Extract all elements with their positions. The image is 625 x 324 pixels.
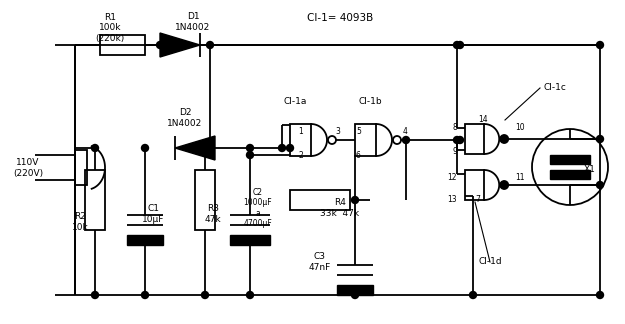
Circle shape bbox=[596, 181, 604, 189]
Circle shape bbox=[206, 145, 214, 152]
Text: CI-1= 4093B: CI-1= 4093B bbox=[307, 13, 373, 23]
Circle shape bbox=[206, 41, 214, 49]
Circle shape bbox=[141, 145, 149, 152]
Circle shape bbox=[402, 136, 409, 144]
Circle shape bbox=[454, 41, 461, 49]
Circle shape bbox=[596, 41, 604, 49]
Text: CI-1c: CI-1c bbox=[544, 84, 566, 92]
Text: 2: 2 bbox=[298, 151, 303, 159]
Text: 8: 8 bbox=[452, 123, 457, 133]
Polygon shape bbox=[160, 33, 200, 57]
Circle shape bbox=[246, 292, 254, 298]
Circle shape bbox=[501, 135, 508, 143]
Text: R4
33k  47k: R4 33k 47k bbox=[321, 198, 359, 218]
Polygon shape bbox=[127, 235, 163, 245]
Circle shape bbox=[596, 292, 604, 298]
Text: 1: 1 bbox=[298, 126, 303, 135]
Polygon shape bbox=[175, 136, 215, 160]
Text: D2
1N4002: D2 1N4002 bbox=[168, 108, 202, 128]
Text: C3
47nF: C3 47nF bbox=[309, 252, 331, 272]
Text: 4: 4 bbox=[403, 126, 408, 135]
Polygon shape bbox=[550, 170, 590, 179]
Circle shape bbox=[501, 181, 508, 189]
Circle shape bbox=[246, 145, 254, 152]
Text: CI-1b: CI-1b bbox=[358, 98, 382, 107]
Text: C2
1000μF
a
4700μF: C2 1000μF a 4700μF bbox=[244, 188, 272, 228]
Polygon shape bbox=[337, 285, 373, 295]
Text: 7: 7 bbox=[475, 195, 480, 204]
Text: 110V
(220V): 110V (220V) bbox=[13, 158, 43, 178]
Circle shape bbox=[456, 41, 464, 49]
Polygon shape bbox=[550, 155, 590, 164]
Text: 3: 3 bbox=[335, 126, 340, 135]
Circle shape bbox=[91, 145, 99, 152]
Circle shape bbox=[596, 135, 604, 143]
Polygon shape bbox=[230, 235, 270, 245]
Circle shape bbox=[201, 292, 209, 298]
Circle shape bbox=[351, 292, 359, 298]
Text: D1
1N4002: D1 1N4002 bbox=[176, 12, 211, 32]
Text: 11: 11 bbox=[515, 173, 524, 182]
Text: R2
10k: R2 10k bbox=[72, 212, 88, 232]
Text: 6: 6 bbox=[356, 151, 361, 159]
Circle shape bbox=[91, 292, 99, 298]
Text: X1: X1 bbox=[584, 166, 596, 175]
Text: 14: 14 bbox=[478, 114, 488, 123]
Circle shape bbox=[141, 292, 149, 298]
Text: 13: 13 bbox=[448, 195, 457, 204]
Circle shape bbox=[454, 136, 461, 144]
Circle shape bbox=[286, 145, 294, 152]
Text: CI-1a: CI-1a bbox=[283, 98, 307, 107]
Circle shape bbox=[351, 196, 359, 203]
Text: R3
47k: R3 47k bbox=[205, 204, 221, 224]
Text: CI-1d: CI-1d bbox=[478, 258, 502, 267]
Circle shape bbox=[279, 145, 286, 152]
Text: 12: 12 bbox=[448, 173, 457, 182]
Text: R1
100k
(220k): R1 100k (220k) bbox=[96, 13, 124, 43]
Text: 5: 5 bbox=[356, 126, 361, 135]
Circle shape bbox=[156, 41, 164, 49]
Text: 9: 9 bbox=[452, 147, 457, 156]
Text: C1
10μF: C1 10μF bbox=[142, 204, 164, 224]
Circle shape bbox=[456, 136, 464, 144]
Circle shape bbox=[469, 292, 476, 298]
Circle shape bbox=[201, 145, 209, 152]
Circle shape bbox=[246, 152, 254, 158]
Text: 10: 10 bbox=[515, 123, 524, 133]
